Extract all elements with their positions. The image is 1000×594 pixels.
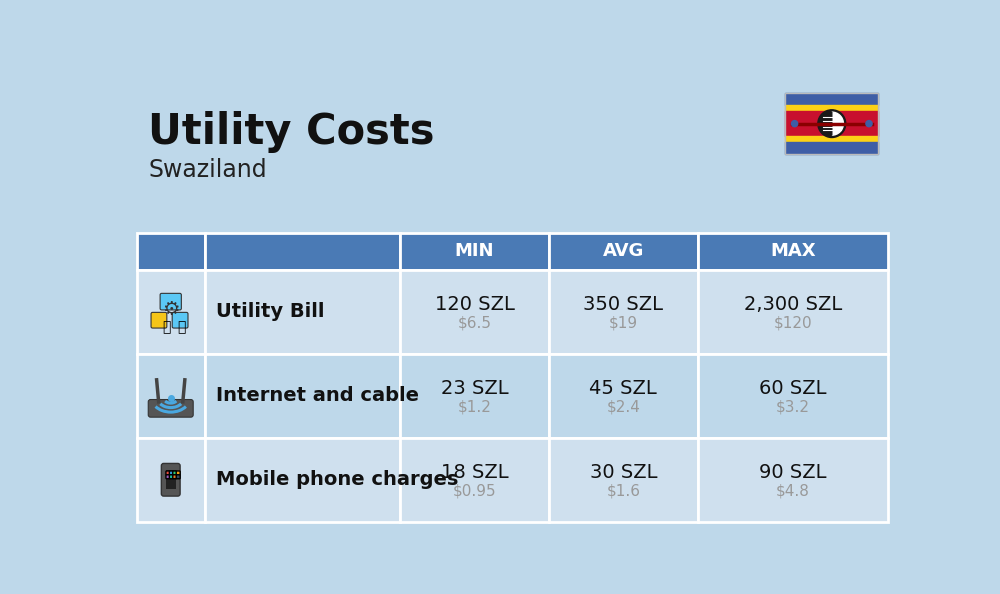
Text: Swaziland: Swaziland (148, 157, 267, 182)
Text: $120: $120 (774, 315, 812, 330)
Text: 🔌: 🔌 (162, 320, 170, 334)
Text: $1.2: $1.2 (458, 399, 491, 414)
Bar (400, 233, 549, 270)
Bar (549, 233, 698, 270)
Bar (698, 270, 888, 354)
Text: $19: $19 (609, 315, 638, 330)
Bar (205, 354, 400, 438)
Text: 45 SZL: 45 SZL (589, 378, 657, 397)
Bar (698, 354, 888, 438)
Bar (400, 438, 549, 522)
FancyBboxPatch shape (151, 312, 167, 328)
Text: Utility Bill: Utility Bill (216, 302, 324, 321)
Bar (137, 270, 205, 354)
Text: $4.8: $4.8 (776, 483, 810, 498)
Bar (166, 470, 176, 489)
Circle shape (792, 121, 798, 127)
Bar (549, 354, 698, 438)
Text: $2.4: $2.4 (606, 399, 640, 414)
Bar (205, 270, 400, 354)
Text: 23 SZL: 23 SZL (441, 378, 508, 397)
Bar (137, 233, 205, 270)
Bar (137, 354, 205, 438)
Text: 30 SZL: 30 SZL (590, 463, 657, 482)
Bar (785, 142, 878, 154)
Bar (205, 438, 400, 522)
Bar (400, 270, 549, 354)
Text: $0.95: $0.95 (453, 483, 496, 498)
Bar (785, 105, 878, 111)
FancyBboxPatch shape (173, 475, 177, 479)
Circle shape (866, 121, 872, 127)
Text: $3.2: $3.2 (776, 399, 810, 414)
Text: Mobile phone charges: Mobile phone charges (216, 470, 458, 489)
Text: ⚙: ⚙ (162, 300, 179, 319)
Bar (205, 233, 400, 270)
FancyBboxPatch shape (172, 312, 188, 328)
Bar (785, 111, 878, 136)
Text: 2,300 SZL: 2,300 SZL (744, 295, 842, 314)
Text: 18 SZL: 18 SZL (441, 463, 508, 482)
FancyBboxPatch shape (148, 400, 193, 417)
Text: $6.5: $6.5 (458, 315, 492, 330)
FancyBboxPatch shape (169, 475, 173, 479)
Bar (400, 354, 549, 438)
Text: 💧: 💧 (178, 320, 186, 334)
Bar (549, 438, 698, 522)
Bar (698, 438, 888, 522)
Text: 60 SZL: 60 SZL (759, 378, 827, 397)
FancyBboxPatch shape (173, 471, 177, 475)
FancyBboxPatch shape (169, 471, 173, 475)
Bar (785, 93, 878, 105)
Bar (137, 438, 205, 522)
Text: 350 SZL: 350 SZL (583, 295, 663, 314)
FancyBboxPatch shape (166, 475, 170, 479)
Bar (698, 233, 888, 270)
FancyBboxPatch shape (176, 471, 180, 475)
Text: 120 SZL: 120 SZL (435, 295, 514, 314)
Text: AVG: AVG (603, 242, 644, 260)
FancyBboxPatch shape (176, 475, 180, 479)
FancyBboxPatch shape (161, 463, 180, 496)
Text: 90 SZL: 90 SZL (759, 463, 827, 482)
FancyBboxPatch shape (160, 293, 181, 310)
FancyBboxPatch shape (166, 471, 170, 475)
Bar (549, 270, 698, 354)
Bar (785, 136, 878, 142)
Bar (785, 93, 878, 154)
Text: Utility Costs: Utility Costs (148, 111, 435, 153)
Circle shape (818, 110, 846, 137)
Text: Internet and cable: Internet and cable (216, 386, 419, 405)
Wedge shape (832, 112, 843, 135)
Text: MAX: MAX (770, 242, 816, 260)
Text: $1.6: $1.6 (606, 483, 640, 498)
Text: MIN: MIN (455, 242, 494, 260)
Wedge shape (820, 112, 832, 135)
